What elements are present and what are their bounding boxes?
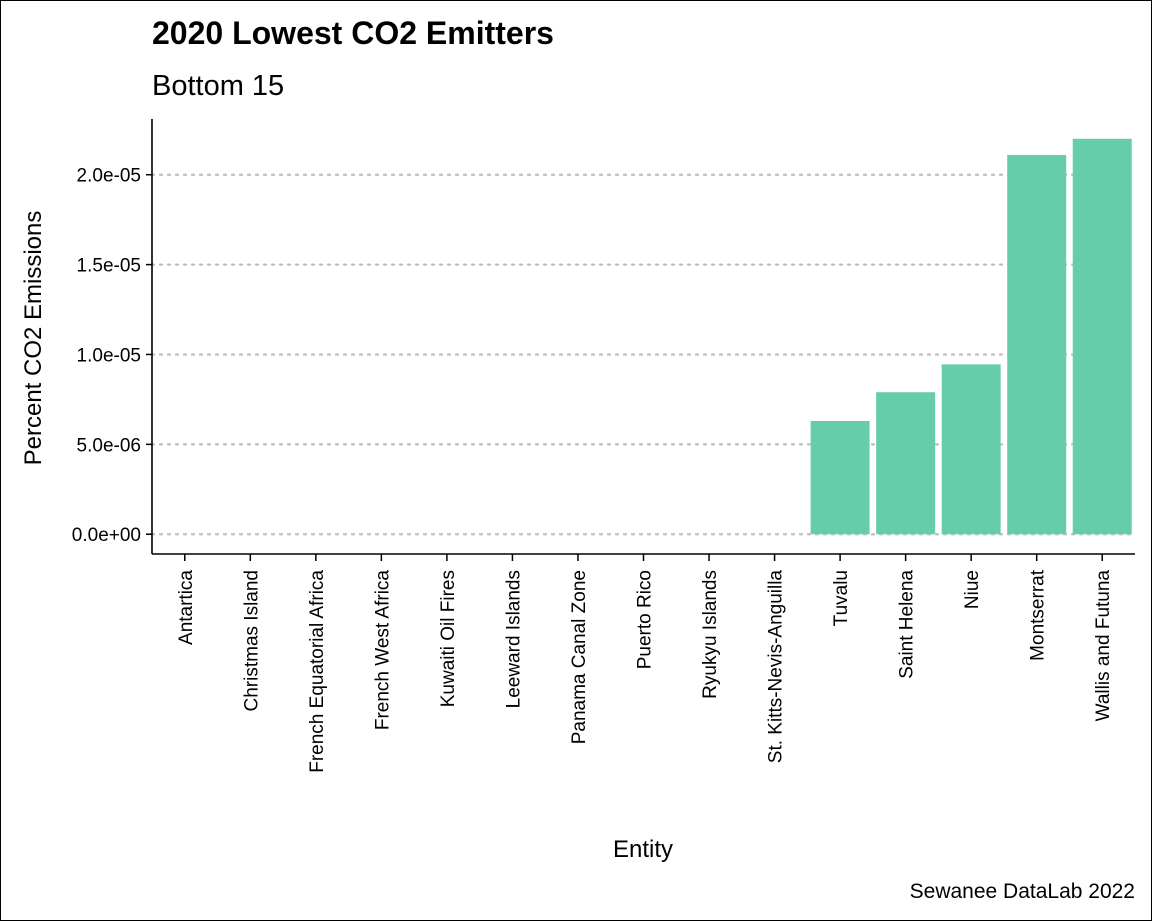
- bar: [1072, 138, 1132, 535]
- x-tick-label: Christmas Island: [241, 570, 262, 712]
- y-tick-label: 2.0e-05: [77, 166, 141, 187]
- x-tick-label: Kuwaiti Oil Fires: [438, 570, 459, 707]
- chart-subtitle: Bottom 15: [152, 70, 284, 102]
- bar: [941, 364, 1001, 535]
- y-axis-title: Percent CO2 Emissions: [20, 211, 47, 466]
- y-tick-label: 5.0e-06: [77, 435, 141, 456]
- y-tick-label: 1.5e-05: [77, 256, 141, 277]
- x-tick-label: Montserrat: [1028, 569, 1049, 661]
- x-tick-label: Panama Canal Zone: [569, 570, 590, 744]
- x-tick-label: Ryukyu Islands: [700, 570, 721, 699]
- y-tick-label: 1.0e-05: [77, 345, 141, 366]
- x-tick-label: French West Africa: [372, 570, 393, 731]
- x-axis-title: Entity: [613, 836, 673, 863]
- bars: [810, 138, 1132, 535]
- x-tick-label: Tuvalu: [831, 570, 852, 626]
- bar: [876, 392, 936, 535]
- x-tick-label: Puerto Rico: [635, 570, 656, 669]
- bar: [810, 420, 870, 535]
- x-tick-label: St. Kitts-Nevis-Anguilla: [766, 570, 787, 764]
- x-tick-label: Leeward Islands: [503, 570, 524, 708]
- x-tick-label: French Equatorial Africa: [307, 570, 328, 773]
- bar: [1007, 154, 1067, 535]
- chart-caption: Sewanee DataLab 2022: [910, 880, 1135, 903]
- y-axis-ticks: 0.0e+00 5.0e-06 1.0e-05 1.5e-05 2.0e-05: [72, 166, 152, 546]
- x-tick-label: Antartica: [176, 570, 197, 645]
- x-axis-ticks: Antartica Christmas Island French Equatori…: [176, 554, 1114, 773]
- x-tick-label: Niue: [962, 570, 983, 609]
- y-tick-label: 0.0e+00: [72, 525, 141, 546]
- chart-title: 2020 Lowest CO2 Emitters: [152, 15, 554, 51]
- x-tick-label: Saint Helena: [897, 570, 918, 679]
- x-tick-label: Wallis and Futuna: [1093, 570, 1114, 722]
